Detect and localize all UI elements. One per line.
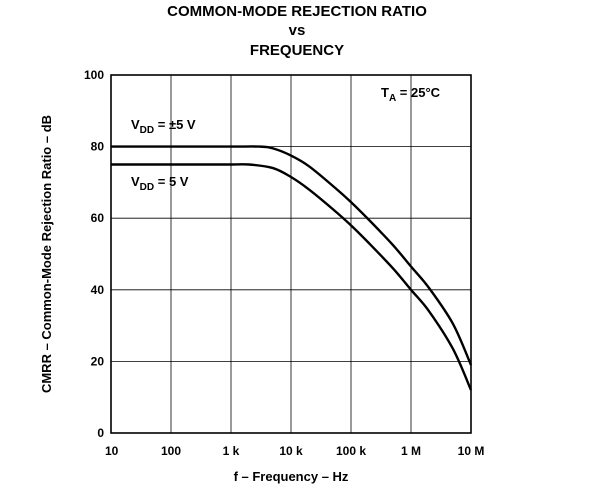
chart-title-line-2: vs xyxy=(289,22,306,39)
x-tick-label: 100 k xyxy=(336,444,366,458)
plot-frame xyxy=(110,74,472,434)
series-label-vdd-single: VDD = 5 V xyxy=(131,174,189,193)
x-tick-label: 100 xyxy=(161,444,181,458)
chart-title-line-1: COMMON-MODE REJECTION RATIO xyxy=(167,3,427,20)
series-label-vdd-dual: VDD = ±5 V xyxy=(131,117,196,136)
y-tick-label: 0 xyxy=(97,426,104,440)
series-line-vdd-single xyxy=(111,163,473,391)
y-tick-label: 20 xyxy=(91,354,105,368)
x-tick-label: 10 M xyxy=(458,444,485,458)
y-axis-label: CMRR – Common-Mode Rejection Ratio – dB xyxy=(39,115,54,393)
tick-labels: 10 100 1 k 10 k 100 k 1 M 10 M 0 20 40 60 80 100 xyxy=(84,68,484,458)
y-tick-label: 60 xyxy=(91,211,105,225)
grid xyxy=(111,75,471,433)
x-tick-label: 10 k xyxy=(279,444,303,458)
series-line-vdd-dual xyxy=(111,145,473,366)
y-tick-label: 40 xyxy=(91,283,105,297)
x-tick-label: 10 xyxy=(105,444,119,458)
x-tick-label: 1 k xyxy=(223,444,240,458)
y-tick-label: 100 xyxy=(84,68,104,82)
y-tick-label: 80 xyxy=(91,140,105,154)
chart-title-line-3: FREQUENCY xyxy=(250,42,344,59)
chart-title: COMMON-MODE REJECTION RATIO vs FREQUENCY xyxy=(167,3,427,59)
curves xyxy=(111,145,473,391)
ta-annotation: TA = 25°C xyxy=(381,85,441,104)
x-axis-label: f – Frequency – Hz xyxy=(234,469,349,484)
x-tick-label: 1 M xyxy=(401,444,421,458)
